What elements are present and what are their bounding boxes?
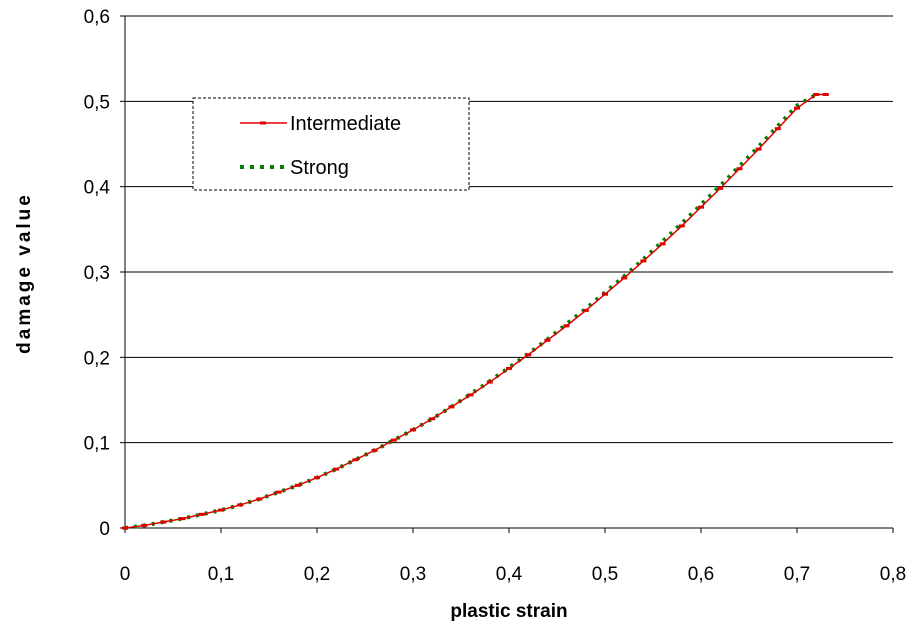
x-tick-label-0: 0 (120, 564, 131, 585)
series-intermediate-line (124, 93, 826, 529)
axes (120, 15, 894, 533)
y-tick-label-2: 0,2 (84, 348, 110, 369)
x-tick-label-2: 0,2 (304, 564, 330, 585)
y-axis-title: damage value (14, 192, 35, 354)
tick-labels: 0 0,1 0,2 0,3 0,4 0,5 0,6 0 0,1 0,2 0,3 0,4 0,5 0,6 0,… (84, 7, 907, 585)
y-tick-label-0: 0 (99, 519, 110, 540)
y-tick-label-3: 0,3 (84, 263, 110, 284)
legend-box (192, 97, 470, 191)
legend: Intermediate Strong (192, 97, 470, 191)
y-tick-label-5: 0,5 (84, 92, 110, 113)
x-tick-label-5: 0,5 (592, 564, 618, 585)
x-tick-label-1: 0,1 (208, 564, 234, 585)
legend-label-strong: Strong (290, 157, 349, 179)
x-tick-label-3: 0,3 (400, 564, 426, 585)
legend-label-intermediate: Intermediate (290, 113, 401, 135)
series (122, 92, 829, 530)
x-tick-label-4: 0,4 (496, 564, 523, 585)
x-tick-label-7: 0,7 (784, 564, 810, 585)
x-axis-title: plastic strain (450, 601, 567, 622)
x-tick-label-6: 0,6 (688, 564, 714, 585)
y-tick-label-4: 0,4 (84, 178, 111, 199)
x-tick-label-8: 0,8 (880, 564, 906, 585)
gridlines (125, 15, 893, 444)
y-tick-label-6: 0,6 (84, 7, 110, 28)
y-tick-label-1: 0,1 (84, 434, 110, 455)
